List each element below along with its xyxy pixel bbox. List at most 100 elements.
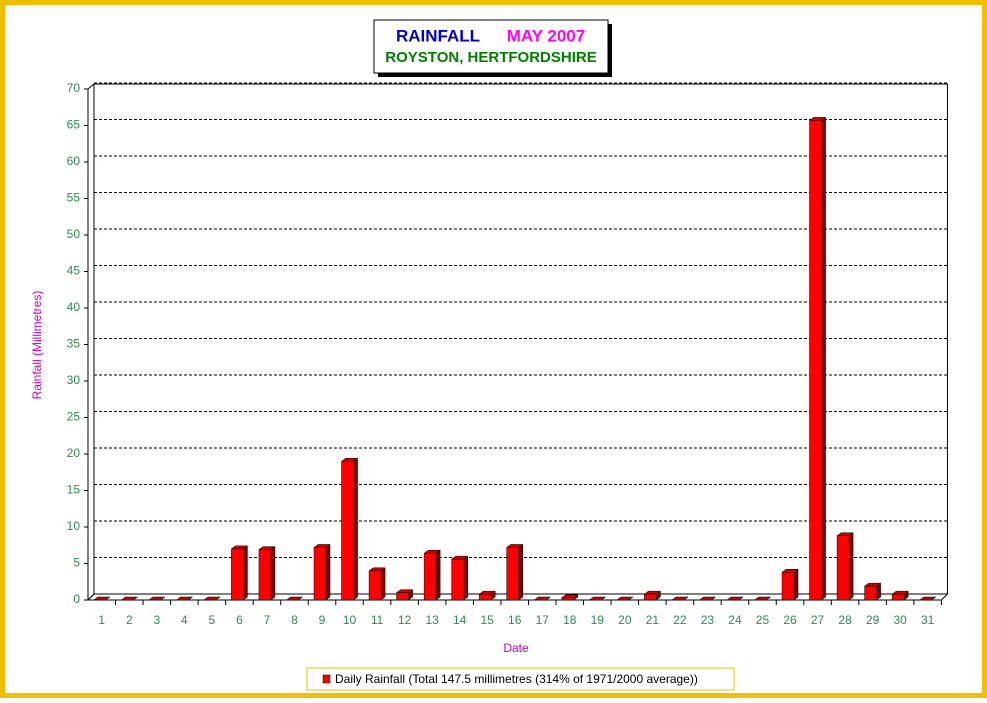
bar-side — [160, 596, 165, 601]
bar-side — [518, 543, 523, 601]
bar-side — [188, 596, 193, 601]
x-tick-label: 10 — [343, 613, 357, 627]
bar — [478, 593, 492, 601]
bar-side — [435, 549, 441, 601]
y-tick-label: 15 — [67, 483, 81, 497]
x-tick-label: 29 — [866, 613, 880, 627]
x-axis-label: Date — [503, 641, 529, 655]
bar-side — [298, 596, 303, 601]
x-tick-label: 16 — [508, 613, 522, 627]
bar — [781, 572, 795, 601]
chart-title: RAINFALL — [396, 26, 480, 45]
x-tick-label: 5 — [209, 613, 216, 627]
chart-subtitle: ROYSTON, HERTFORDSHIRE — [385, 49, 596, 66]
bar — [809, 120, 822, 601]
x-tick-label: 7 — [264, 613, 271, 627]
y-tick-label: 70 — [67, 81, 81, 95]
bar — [561, 597, 575, 601]
y-tick-label: 65 — [67, 118, 81, 132]
x-tick-label: 26 — [783, 613, 797, 627]
y-tick-label: 50 — [67, 227, 81, 241]
bar — [368, 570, 382, 601]
x-tick-label: 8 — [291, 613, 298, 627]
x-tick-label: 12 — [398, 613, 412, 627]
x-tick-label: 14 — [453, 613, 467, 627]
bar-side — [628, 596, 633, 601]
y-tick-label: 0 — [73, 592, 80, 606]
x-tick-label: 2 — [126, 613, 133, 627]
x-tick-label: 21 — [646, 613, 660, 627]
chart-period: MAY 2007 — [507, 26, 585, 45]
x-tick-label: 13 — [425, 613, 439, 627]
x-tick-label: 27 — [811, 613, 825, 627]
bar — [396, 592, 409, 601]
y-tick-label: 20 — [67, 446, 81, 460]
legend-label: Daily Rainfall (Total 147.5 millimetres … — [335, 672, 698, 686]
x-tick-label: 17 — [536, 613, 550, 627]
y-axis-back — [87, 83, 95, 90]
bar-side — [353, 457, 358, 601]
bar-side — [876, 582, 881, 601]
bar — [423, 553, 437, 601]
x-tick-label: 23 — [701, 613, 715, 627]
y-tick-label: 60 — [67, 154, 81, 168]
bar — [451, 558, 464, 601]
x-tick-label: 31 — [921, 613, 935, 627]
x-tick-label: 11 — [371, 613, 384, 627]
bar-side — [325, 543, 331, 601]
x-tick-label: 18 — [563, 613, 577, 627]
bar — [506, 547, 519, 601]
x-tick-label: 6 — [236, 613, 243, 627]
legend-box — [306, 667, 735, 691]
y-axis — [87, 593, 95, 601]
bar — [864, 585, 877, 601]
x-tick-label: 15 — [481, 613, 495, 627]
y-tick-label: 10 — [67, 519, 81, 533]
bar-side — [683, 596, 689, 601]
bar-side — [738, 596, 744, 601]
x-tick-label: 20 — [618, 613, 632, 627]
x-tick-label: 19 — [591, 613, 605, 627]
x-tick-label: 3 — [153, 613, 160, 627]
bar — [836, 535, 850, 601]
y-tick-label: 25 — [67, 410, 81, 424]
x-tick-label: 4 — [181, 613, 188, 627]
bar-side — [711, 596, 716, 601]
y-tick-label: 30 — [67, 373, 81, 387]
bar-side — [105, 596, 110, 601]
bar-side — [243, 545, 248, 601]
bar-side — [848, 532, 854, 601]
bar-side — [931, 596, 936, 601]
bar-side — [463, 555, 468, 601]
bar — [891, 593, 905, 601]
bar — [313, 547, 327, 601]
bar-side — [821, 116, 826, 601]
bar — [644, 593, 657, 601]
x-tick-label: 25 — [756, 613, 770, 627]
bar-side — [793, 568, 799, 601]
x-tick-label: 1 — [98, 613, 105, 627]
bar-side — [380, 567, 386, 601]
bar-side — [766, 596, 771, 601]
bar — [258, 549, 272, 601]
y-tick-label: 40 — [67, 300, 81, 314]
y-tick-label: 55 — [67, 191, 81, 205]
x-tick-label: 22 — [673, 613, 687, 627]
x-tick-label: 24 — [728, 613, 742, 627]
bar — [341, 461, 354, 601]
bar-side — [270, 546, 276, 601]
x-tick-label: 28 — [838, 613, 852, 627]
title-box — [373, 19, 609, 74]
y-tick-label: 45 — [67, 264, 81, 278]
y-tick-label: 35 — [67, 337, 81, 351]
bar — [231, 548, 244, 601]
x-tick-label: 9 — [319, 613, 326, 627]
y-tick-label: 5 — [73, 556, 80, 570]
x-tick-label: 30 — [893, 613, 907, 627]
legend-swatch — [322, 674, 331, 684]
bar-side — [546, 596, 551, 601]
bar-side — [601, 596, 606, 601]
y-axis-label: Rainfall (Millimetres) — [30, 291, 44, 400]
